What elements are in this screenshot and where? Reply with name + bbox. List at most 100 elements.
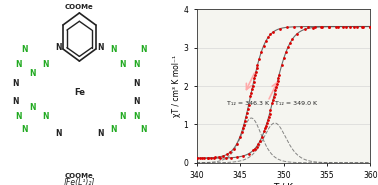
Point (319, 25, 325, 28)
Point (251, 77, 257, 80)
Point (289, 38, 295, 41)
Point (259, 50, 265, 53)
Text: N: N (133, 97, 139, 106)
Point (254, 64, 260, 67)
Text: N: N (133, 60, 139, 69)
Point (271, 92, 277, 95)
Point (285, 46, 291, 48)
Text: N: N (119, 112, 126, 121)
Point (343, 25, 349, 28)
Point (240, 154, 246, 157)
Point (270, 31, 276, 33)
Point (367, 25, 373, 28)
Point (265, 36, 271, 39)
Point (199, 157, 205, 160)
Point (333, 25, 339, 28)
Point (251, 80, 257, 83)
Point (224, 153, 230, 156)
Point (291, 25, 297, 28)
Point (351, 25, 357, 28)
Point (250, 84, 256, 87)
Point (266, 115, 272, 118)
Text: N: N (119, 60, 126, 69)
Text: N: N (15, 60, 22, 69)
Point (361, 25, 367, 28)
Point (270, 99, 276, 102)
Point (259, 136, 265, 139)
Point (241, 124, 247, 127)
Point (276, 73, 282, 76)
Text: N: N (140, 125, 147, 134)
Point (234, 142, 240, 145)
Point (262, 127, 268, 130)
Point (254, 67, 260, 70)
Text: N: N (12, 79, 19, 88)
Point (256, 57, 262, 60)
Text: N: N (42, 112, 49, 121)
Point (242, 120, 248, 123)
Point (249, 88, 255, 91)
Text: N: N (29, 103, 36, 112)
Text: N: N (21, 125, 28, 134)
Text: N: N (15, 112, 22, 121)
Text: N: N (42, 60, 49, 69)
Point (253, 70, 259, 73)
Point (220, 155, 226, 158)
Point (269, 102, 275, 105)
Point (279, 63, 285, 66)
Text: N: N (133, 79, 139, 88)
Point (243, 116, 249, 119)
Point (223, 157, 229, 159)
Point (277, 27, 283, 30)
Point (205, 157, 211, 159)
Point (283, 51, 289, 54)
Point (298, 25, 304, 28)
Text: N: N (110, 46, 117, 54)
Point (248, 91, 254, 94)
Text: COOMe: COOMe (65, 4, 94, 10)
Point (208, 156, 214, 159)
Point (212, 156, 218, 159)
Point (252, 147, 258, 150)
Point (201, 157, 207, 159)
Text: N: N (55, 43, 62, 52)
Point (294, 33, 300, 36)
Point (353, 25, 359, 28)
Point (268, 33, 274, 36)
Point (312, 25, 318, 28)
Point (326, 25, 332, 28)
Point (227, 151, 233, 154)
Text: N: N (12, 97, 19, 106)
Point (310, 26, 316, 29)
Point (272, 89, 278, 92)
Text: N: N (110, 125, 117, 134)
Point (335, 25, 341, 28)
Point (263, 124, 269, 127)
Text: N: N (133, 112, 139, 121)
Point (245, 107, 251, 110)
Point (268, 109, 274, 112)
Text: N: N (21, 46, 28, 54)
Point (217, 157, 223, 159)
Y-axis label: χT / cm³ K mol⁻¹: χT / cm³ K mol⁻¹ (172, 55, 181, 117)
Text: [Fe(L¹)₂]: [Fe(L¹)₂] (64, 178, 95, 185)
Text: N: N (55, 129, 62, 138)
Point (216, 155, 222, 158)
Point (240, 127, 246, 130)
Point (318, 25, 324, 28)
Point (255, 142, 261, 145)
Point (339, 25, 345, 28)
Point (231, 147, 237, 150)
Point (287, 41, 293, 44)
Point (246, 152, 252, 155)
Point (250, 149, 256, 152)
Point (266, 112, 273, 115)
Point (205, 157, 211, 160)
Text: COOMe: COOMe (65, 173, 94, 179)
Point (302, 28, 308, 31)
Text: T₁₂ = 349.0 K: T₁₂ = 349.0 K (275, 101, 317, 106)
Point (246, 103, 252, 106)
Point (347, 25, 353, 28)
Point (305, 25, 311, 28)
Point (281, 57, 287, 60)
